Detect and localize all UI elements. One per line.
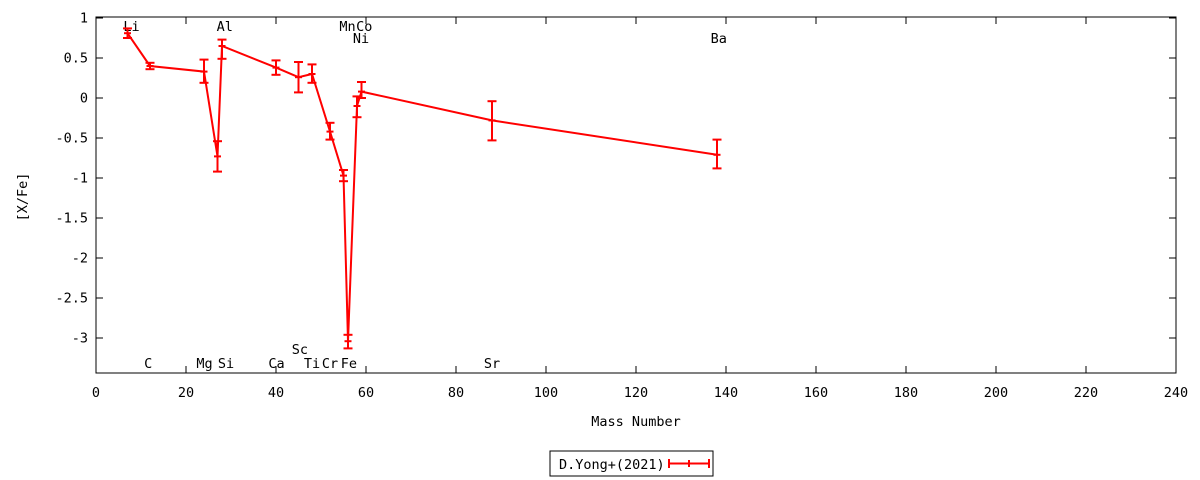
point-marker-Sr xyxy=(488,116,496,124)
point-marker-Al xyxy=(214,152,221,160)
x-tick-label: 0 xyxy=(92,385,100,401)
y-tick-label: 0.5 xyxy=(64,51,88,67)
legend-label: D.Yong+(2021) xyxy=(559,457,665,473)
plot-border xyxy=(95,16,1177,374)
point-marker-Cr xyxy=(326,128,334,136)
x-tick-label: 200 xyxy=(984,385,1008,401)
element-label-Ba: Ba xyxy=(711,31,727,47)
point-marker-Ni xyxy=(353,102,361,110)
x-tick-label: 240 xyxy=(1164,385,1188,401)
y-tick-label: -2.5 xyxy=(55,291,88,307)
element-label-Cr: Cr xyxy=(322,356,338,372)
element-label-Al: Al xyxy=(217,19,233,35)
y-tick-label: -0.5 xyxy=(55,131,88,147)
y-tick-label: -1 xyxy=(72,171,88,187)
y-axis-title: [X/Fe] xyxy=(15,173,31,222)
point-marker-Ti xyxy=(308,70,316,78)
element-label-Mn: Mn xyxy=(339,19,355,35)
element-label-Si: Si xyxy=(218,356,234,372)
element-label-Ti: Ti xyxy=(304,356,320,372)
x-tick-label: 140 xyxy=(714,385,738,401)
x-tick-label: 160 xyxy=(804,385,828,401)
x-tick-label: 40 xyxy=(268,385,284,401)
x-axis: 0 20 40 60 80 100 120 140 160 180 200 220 240 xyxy=(92,17,1188,401)
x-tick-label: 20 xyxy=(178,385,194,401)
y-tick-label: -2 xyxy=(72,251,88,267)
element-label-Co: Co xyxy=(356,19,372,35)
y-tick-label: -1.5 xyxy=(55,211,88,227)
point-marker-Si xyxy=(218,42,226,50)
x-tick-label: 80 xyxy=(448,385,464,401)
element-label-Fe: Fe xyxy=(341,356,357,372)
point-marker-Mg xyxy=(200,68,208,76)
y-axis: 1 0.5 0 -0.5 -1 -1.5 -2 -2.5 -3 xyxy=(55,11,1176,347)
y-tick-label: 1 xyxy=(80,11,88,27)
point-marker-Fe xyxy=(344,337,352,345)
point-marker-Sc xyxy=(295,73,302,81)
element-label-Mg: Mg xyxy=(196,356,212,372)
point-marker-Ba xyxy=(713,151,721,159)
legend: D.Yong+(2021) xyxy=(549,450,714,477)
element-label-Ni: Ni xyxy=(353,31,369,47)
element-label-Sc: Sc xyxy=(292,342,308,358)
data-series xyxy=(123,27,722,350)
element-label-Ca: Ca xyxy=(268,356,284,372)
x-tick-label: 220 xyxy=(1074,385,1098,401)
point-marker-Ca xyxy=(272,64,280,72)
point-marker-C xyxy=(146,62,154,70)
x-tick-label: 180 xyxy=(894,385,918,401)
point-marker-Li xyxy=(124,29,131,37)
x-tick-label: 60 xyxy=(358,385,374,401)
point-marker-Mn xyxy=(340,172,347,180)
x-tick-label: 120 xyxy=(624,385,648,401)
x-tick-label: 100 xyxy=(534,385,558,401)
x-axis-title: Mass Number xyxy=(591,414,680,430)
series-line xyxy=(126,32,718,342)
y-tick-label: 0 xyxy=(80,91,88,107)
element-label-Sr: Sr xyxy=(484,356,500,372)
y-tick-label: -3 xyxy=(72,331,88,347)
element-label-C: C xyxy=(144,356,152,372)
point-marker-Co xyxy=(358,88,365,96)
